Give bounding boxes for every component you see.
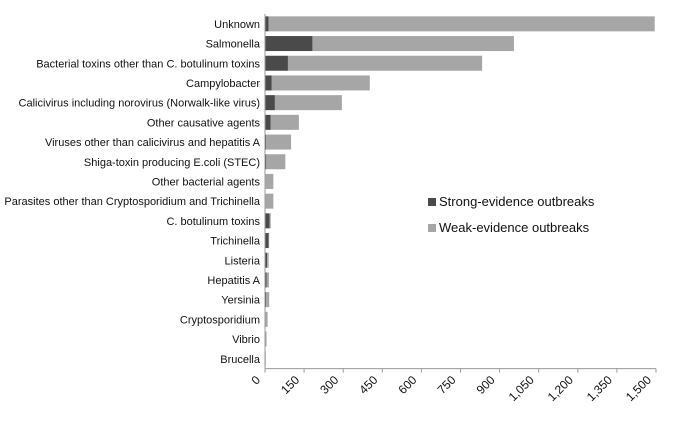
bar-bacterial-toxins-other-than-c-botulinum-toxins-weak — [287, 55, 483, 71]
bar-shiga-toxin-producing-e-coli-stec-strong — [265, 154, 267, 170]
category-labels: Unknown Salmonella Bacterial toxins other … — [4, 19, 260, 366]
bar-other-causative-agents-weak — [270, 114, 299, 130]
category-label: Calicivirus including norovirus (Norwalk… — [19, 98, 260, 110]
bar-unknown-strong — [265, 16, 269, 32]
bar-campylobacter-weak — [271, 75, 370, 91]
legend-swatch-strong — [428, 198, 436, 206]
x-tick-label: 900 — [474, 373, 498, 397]
bar-c-botulinum-toxins-strong — [265, 213, 270, 229]
x-tick-label: 1,050 — [506, 373, 537, 404]
bar-listeria-strong — [265, 252, 268, 268]
category-label: Yersinia — [221, 295, 261, 307]
bar-trichinella-weak — [268, 233, 270, 249]
bar-salmonella-weak — [312, 36, 514, 52]
bar-bacterial-toxins-other-than-c-botulinum-toxins-strong — [265, 55, 288, 71]
category-label: Viruses other than calicivirus and hepat… — [45, 137, 261, 149]
category-label: Other causative agents — [147, 117, 261, 129]
category-label: Hepatitis A — [207, 275, 260, 287]
category-label: Listeria — [225, 255, 261, 267]
legend-label-strong: Strong-evidence outbreaks — [439, 194, 595, 209]
bar-campylobacter-strong — [265, 75, 272, 91]
x-tick-label: 1,200 — [545, 373, 576, 404]
bar-yersinia-strong — [265, 292, 267, 308]
legend-label-weak: Weak-evidence outbreaks — [439, 220, 590, 235]
category-label: Bacterial toxins other than C. botulinum… — [36, 58, 260, 70]
bar-viruses-other-than-calicivirus-and-hepatitis-a-strong — [265, 134, 267, 150]
bar-yersinia-weak — [266, 292, 270, 308]
category-label: Vibrio — [232, 334, 260, 346]
x-tick-label: 600 — [395, 373, 419, 397]
bar-other-causative-agents-strong — [265, 114, 271, 130]
bar-brucella-weak — [265, 351, 266, 367]
category-label: Campylobacter — [186, 78, 260, 90]
x-tick-label: 1,350 — [584, 373, 615, 404]
bar-hepatitis-a-weak — [266, 272, 269, 288]
bar-c-botulinum-toxins-weak — [269, 213, 271, 229]
category-label: Shiga-toxin producing E.coli (STEC) — [84, 157, 260, 169]
x-tick-label: 0 — [248, 373, 263, 388]
x-tick-label: 450 — [356, 373, 380, 397]
bar-parasites-other-than-cryptosporidium-and-trichinella-weak — [265, 193, 274, 209]
bar-cryptosporidium-weak — [265, 311, 268, 327]
category-label: Unknown — [214, 19, 260, 31]
category-label: Brucella — [220, 354, 261, 366]
bar-calicivirus-including-norovirus-norwalk-like-virus-strong — [265, 95, 275, 111]
bar-vibrio-weak — [265, 331, 267, 347]
legend: Strong-evidence outbreaks Weak-evidence o… — [428, 194, 595, 235]
category-label: Parasites other than Cryptosporidium and… — [4, 196, 260, 208]
category-label: Cryptosporidium — [180, 314, 260, 326]
x-tick-label: 1,500 — [623, 373, 654, 404]
bar-other-bacterial-agents-weak — [265, 173, 274, 189]
bar-shiga-toxin-producing-e-coli-stec-weak — [266, 154, 286, 170]
bar-calicivirus-including-norovirus-norwalk-like-virus-weak — [274, 95, 342, 111]
bars-group — [265, 16, 655, 367]
bar-salmonella-strong — [265, 36, 313, 52]
category-label: Salmonella — [206, 39, 261, 51]
category-label: Other bacterial agents — [152, 176, 261, 188]
x-tick-label: 750 — [435, 373, 459, 397]
x-tick-label: 150 — [278, 373, 302, 397]
bar-viruses-other-than-calicivirus-and-hepatitis-a-weak — [266, 134, 292, 150]
bar-unknown-weak — [268, 16, 655, 32]
x-tick-label: 300 — [317, 373, 341, 397]
legend-swatch-weak — [428, 224, 436, 232]
bar-hepatitis-a-strong — [265, 272, 267, 288]
x-ticks: 0 150 300 450 600 750 900 1,050 1,200 1,350 1,500 — [248, 368, 657, 404]
bar-trichinella-strong — [265, 233, 269, 249]
category-label: Trichinella — [210, 236, 261, 248]
bar-listeria-weak — [267, 252, 269, 268]
category-label: C. botulinum toxins — [166, 216, 260, 228]
